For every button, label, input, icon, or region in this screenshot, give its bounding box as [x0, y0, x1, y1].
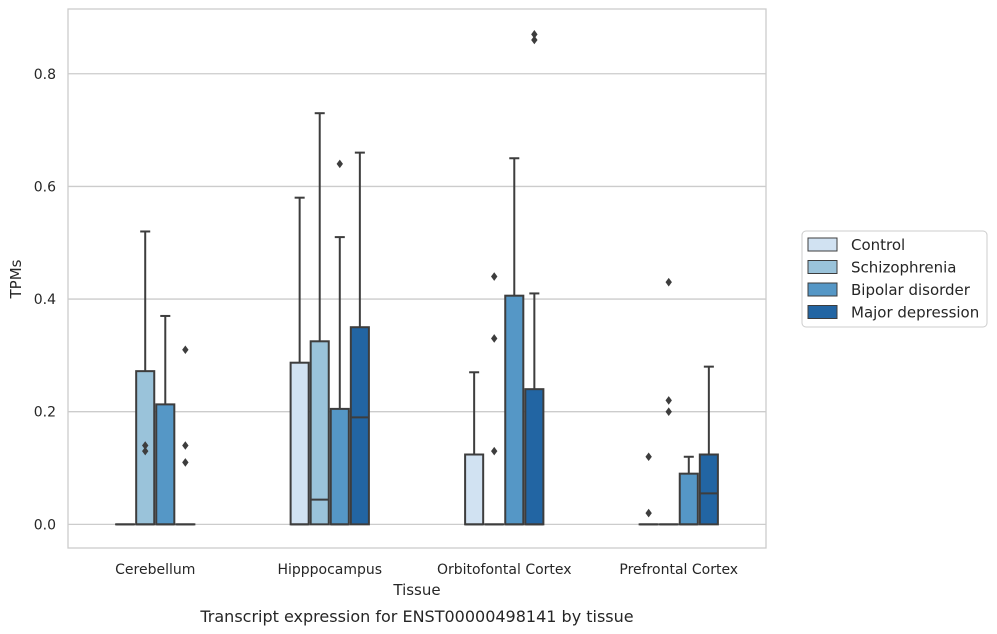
- x-tick-label: Prefrontal Cortex: [619, 562, 738, 578]
- box-body: [309, 340, 330, 526]
- outlier-point: [142, 441, 149, 450]
- box-control: [638, 452, 659, 526]
- box-control: [464, 371, 485, 526]
- y-axis-title: TPMs: [7, 259, 25, 299]
- box-control: [289, 196, 310, 526]
- y-tick-label: 0.0: [34, 517, 56, 533]
- plot-area-frame: [67, 8, 767, 549]
- box-schizophrenia: [484, 272, 505, 526]
- box-bipolar-disorder: [678, 455, 699, 526]
- outlier-point: [182, 458, 189, 467]
- outlier-point: [491, 334, 498, 343]
- legend-swatch: [807, 282, 838, 297]
- outlier-point: [336, 159, 343, 169]
- outlier-point: [665, 396, 672, 405]
- outlier-point: [531, 35, 538, 45]
- x-tick-label: Hipppocampus: [277, 562, 382, 578]
- box-major-depression: [349, 151, 370, 526]
- outlier-point: [665, 277, 672, 287]
- y-tick-label: 0.2: [34, 405, 56, 421]
- x-tick-label: Orbitofontal Cortex: [437, 562, 572, 578]
- outlier-point: [182, 345, 189, 355]
- box-body: [504, 294, 525, 526]
- box-schizophrenia: [135, 230, 156, 526]
- x-tick-label: Cerebellum: [115, 562, 195, 578]
- legend-label: Bipolar disorder: [851, 281, 971, 299]
- box-body: [698, 453, 719, 526]
- box-schizophrenia: [309, 112, 330, 526]
- legend-frame: [801, 230, 988, 328]
- legend-swatch: [807, 237, 838, 252]
- y-axis-ticks: 0.0 0.2 0.4 0.6 0.8: [34, 67, 56, 534]
- legend: Control Schizophrenia Bipolar disorder Majo…: [801, 230, 988, 328]
- outlier-point: [665, 407, 672, 417]
- box-bipolar-disorder: [504, 157, 525, 526]
- box-body: [524, 388, 545, 526]
- box-bipolar-disorder: [329, 159, 350, 526]
- y-tick-label: 0.6: [34, 179, 56, 195]
- box-major-depression: [698, 365, 719, 526]
- box-body: [678, 472, 699, 526]
- box-body: [464, 453, 485, 526]
- box-major-depression: [175, 345, 196, 526]
- outlier-point: [645, 508, 652, 518]
- chart-caption: Transcript expression for ENST0000049814…: [199, 607, 633, 626]
- box-bipolar-disorder: [155, 314, 176, 526]
- legend-label: Schizophrenia: [851, 259, 956, 277]
- outlier-point: [491, 272, 498, 281]
- x-axis-title: Tissue: [392, 581, 440, 599]
- box-body: [155, 403, 176, 526]
- legend-label: Control: [851, 236, 905, 254]
- y-tick-label: 0.4: [34, 292, 56, 308]
- legend-swatch: [807, 260, 838, 274]
- box-body: [289, 361, 310, 526]
- legend-swatch: [807, 305, 838, 319]
- box-body: [329, 407, 350, 526]
- box-major-depression: [524, 30, 545, 526]
- x-axis-ticks: Cerebellum Hipppocampus Orbitofontal Corte…: [115, 562, 738, 578]
- box-body: [349, 326, 370, 526]
- outlier-point: [142, 446, 149, 456]
- outlier-point: [182, 441, 189, 450]
- legend-label: Major depression: [851, 304, 979, 322]
- outlier-point: [531, 30, 538, 39]
- box-schizophrenia: [658, 277, 679, 526]
- outlier-point: [491, 446, 498, 456]
- y-tick-label: 0.8: [34, 67, 56, 83]
- outlier-point: [645, 452, 652, 462]
- boxes: [115, 30, 719, 526]
